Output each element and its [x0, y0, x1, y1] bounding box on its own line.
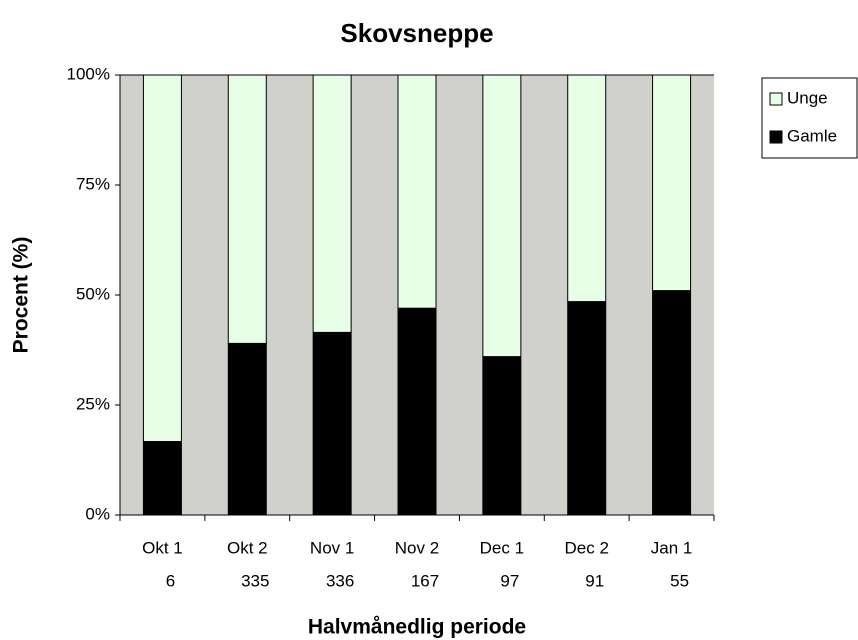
bar-segment [312, 331, 352, 516]
bar-segment [312, 74, 352, 333]
x-tick-label: Jan 1 [651, 538, 693, 557]
legend-swatch [769, 92, 783, 106]
bar-segment [227, 74, 267, 344]
x-tick-label: Nov 2 [395, 538, 439, 557]
y-tick-label: 50% [76, 284, 110, 303]
sample-size-label: 167 [411, 571, 439, 590]
bar-segment [652, 74, 692, 292]
sample-size-label: 91 [585, 571, 604, 590]
sample-size-label: 335 [241, 571, 269, 590]
bar-segment [567, 301, 607, 516]
bar-segment [567, 74, 607, 303]
x-tick-label: Dec 2 [565, 538, 609, 557]
y-tick-label: 100% [67, 64, 110, 83]
y-axis-label: Procent (%) [10, 237, 33, 354]
bar-segment [397, 74, 437, 309]
x-tick-label: Nov 1 [310, 538, 354, 557]
x-axis-label: Halvmånedlig periode [308, 616, 526, 639]
legend-swatch [769, 130, 783, 144]
x-tick-label: Okt 2 [227, 538, 268, 557]
bar-segment [397, 307, 437, 516]
x-tick-label: Okt 1 [142, 538, 183, 557]
legend-label: Gamle [787, 126, 837, 145]
x-tick-label: Dec 1 [480, 538, 524, 557]
bar-segment [482, 356, 522, 516]
legend-box [761, 77, 858, 159]
y-tick-label: 75% [76, 174, 110, 193]
bar-segment [142, 441, 182, 516]
sample-size-label: 6 [166, 571, 175, 590]
chart-title: Skovsneppe [340, 18, 493, 48]
sample-size-label: 55 [670, 571, 689, 590]
sample-size-label: 97 [500, 571, 519, 590]
bar-segment [227, 342, 267, 516]
y-tick-label: 25% [76, 394, 110, 413]
y-tick-label: 0% [85, 504, 110, 523]
sample-size-label: 336 [326, 571, 354, 590]
bar-segment [652, 290, 692, 516]
bar-segment [482, 74, 522, 358]
bar-segment [142, 74, 182, 443]
legend-label: Unge [787, 88, 828, 107]
